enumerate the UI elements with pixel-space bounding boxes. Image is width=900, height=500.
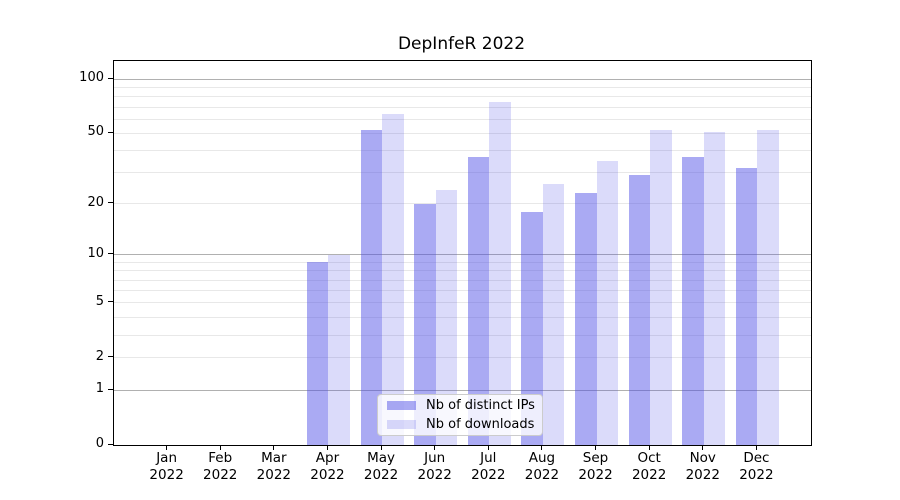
bar-downloads-jul	[489, 101, 511, 445]
bar-distinct-ips-oct	[628, 175, 651, 445]
x-tick-label: Oct 2022	[631, 450, 667, 483]
gridline-minor	[114, 132, 811, 134]
x-tick-label: Feb 2022	[203, 450, 238, 483]
gridline-minor	[114, 279, 811, 281]
bar-downloads-dec	[757, 130, 779, 445]
x-tick-mark	[380, 445, 382, 450]
legend-swatch-downloads	[387, 420, 416, 429]
y-tick-mark	[108, 253, 113, 255]
gridline-minor	[114, 316, 811, 318]
x-tick-label: Nov 2022	[685, 450, 720, 483]
gridline-major	[114, 254, 811, 256]
gridline-minor	[114, 86, 811, 88]
bar-downloads-aug	[542, 183, 565, 445]
x-tick-mark	[648, 445, 650, 450]
gridline-minor	[114, 106, 811, 108]
x-tick-mark	[273, 445, 275, 450]
x-tick-label: Mar 2022	[256, 450, 292, 483]
y-tick-mark	[108, 77, 113, 79]
x-tick-mark	[326, 445, 328, 450]
gridline-major	[114, 78, 811, 80]
y-tick-mark	[108, 388, 113, 390]
bar-distinct-ips-may	[360, 130, 383, 445]
legend: Nb of distinct IPs Nb of downloads	[377, 394, 543, 436]
gridline-minor	[114, 334, 811, 336]
bar-distinct-ips-jul	[467, 156, 490, 445]
gridline-minor	[114, 203, 811, 205]
y-tick-mark	[108, 443, 113, 445]
bar-distinct-ips-dec	[735, 167, 758, 445]
gridline-minor	[114, 150, 811, 152]
gridline-major	[114, 389, 811, 391]
y-tick-mark	[108, 131, 113, 133]
y-tick-label: 10	[87, 245, 104, 261]
x-tick-label: Dec 2022	[739, 450, 774, 483]
y-tick-mark	[108, 202, 113, 204]
bar-distinct-ips-sep	[575, 193, 597, 445]
bar-downloads-apr	[328, 254, 350, 445]
bar-downloads-nov	[703, 131, 726, 445]
legend-label-downloads: Nb of downloads	[426, 416, 535, 432]
gridline-minor	[114, 172, 811, 174]
x-tick-mark	[595, 445, 597, 450]
gridline-minor	[114, 290, 811, 292]
x-tick-mark	[755, 445, 757, 450]
gridline-minor	[114, 302, 811, 304]
bar-downloads-jun	[435, 189, 458, 445]
x-tick-mark	[219, 445, 221, 450]
y-tick-label: 0	[95, 436, 104, 451]
x-tick-label: May 2022	[363, 450, 399, 483]
gridline-minor	[114, 357, 811, 359]
bar-distinct-ips-apr	[307, 262, 329, 445]
gridline-minor	[114, 261, 811, 263]
bar-downloads-sep	[596, 160, 618, 445]
gridline-minor	[114, 118, 811, 120]
x-tick-mark	[541, 445, 543, 450]
plot-area	[113, 60, 812, 446]
legend-entry-distinct-ips: Nb of distinct IPs	[387, 397, 542, 413]
x-tick-label: Jun 2022	[417, 450, 452, 483]
x-tick-label: Jul 2022	[471, 450, 506, 483]
y-tick-label: 20	[87, 194, 104, 210]
y-tick-label: 50	[87, 124, 104, 140]
bar-downloads-oct	[650, 130, 672, 445]
legend-entry-downloads: Nb of downloads	[387, 416, 542, 432]
chart-title: DepInfeR 2022	[397, 34, 526, 54]
legend-swatch-distinct-ips	[387, 401, 416, 410]
y-tick-label: 5	[95, 293, 104, 309]
y-tick-label: 1	[95, 381, 104, 397]
y-tick-mark	[108, 356, 113, 358]
x-tick-mark	[702, 445, 704, 450]
y-tick-label: 2	[95, 348, 104, 364]
x-tick-label: Sep 2022	[578, 450, 613, 483]
legend-label-distinct-ips: Nb of distinct IPs	[426, 397, 535, 413]
gridline-minor	[114, 96, 811, 98]
x-tick-mark	[166, 445, 168, 450]
y-tick-mark	[108, 301, 113, 303]
x-tick-mark	[487, 445, 489, 450]
x-tick-label: Apr 2022	[310, 450, 345, 483]
bar-downloads-may	[382, 114, 404, 445]
gridline-minor	[114, 270, 811, 272]
x-tick-label: Aug 2022	[524, 450, 560, 483]
x-tick-mark	[434, 445, 436, 450]
y-tick-label: 100	[79, 70, 104, 86]
bar-distinct-ips-jun	[414, 203, 436, 445]
x-tick-label: Jan 2022	[149, 450, 184, 483]
bar-distinct-ips-nov	[682, 156, 704, 445]
bar-distinct-ips-aug	[521, 211, 543, 445]
